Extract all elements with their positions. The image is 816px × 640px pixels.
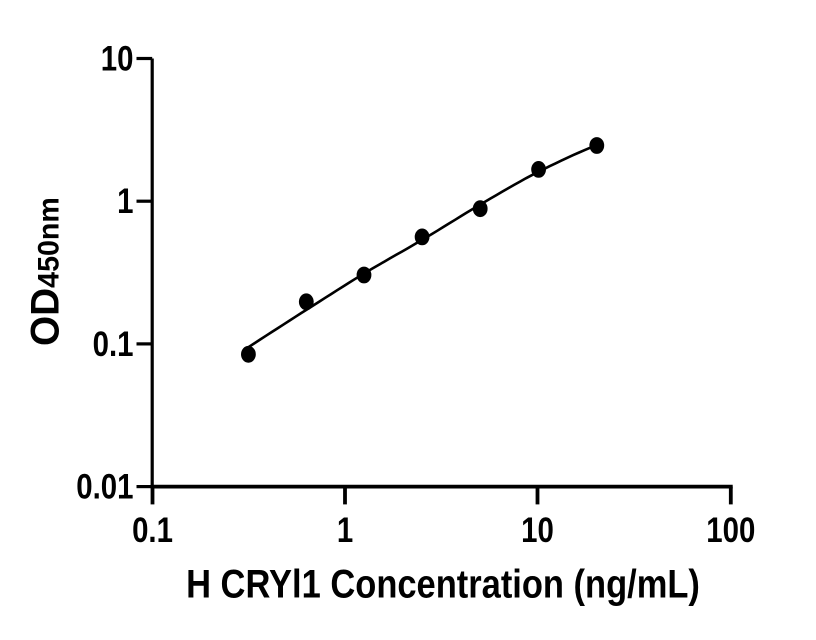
svg-text:OD450nm: OD450nm — [23, 197, 68, 346]
svg-text:10: 10 — [101, 39, 134, 78]
svg-text:1: 1 — [337, 511, 353, 550]
svg-text:H CRYl1 Concentration (ng/mL): H CRYl1 Concentration (ng/mL) — [186, 561, 700, 606]
svg-text:0.1: 0.1 — [132, 511, 173, 550]
svg-text:10: 10 — [521, 511, 554, 550]
svg-text:1: 1 — [117, 182, 133, 221]
svg-text:0.01: 0.01 — [76, 467, 133, 506]
svg-text:100: 100 — [706, 511, 755, 550]
svg-text:0.1: 0.1 — [93, 324, 134, 363]
